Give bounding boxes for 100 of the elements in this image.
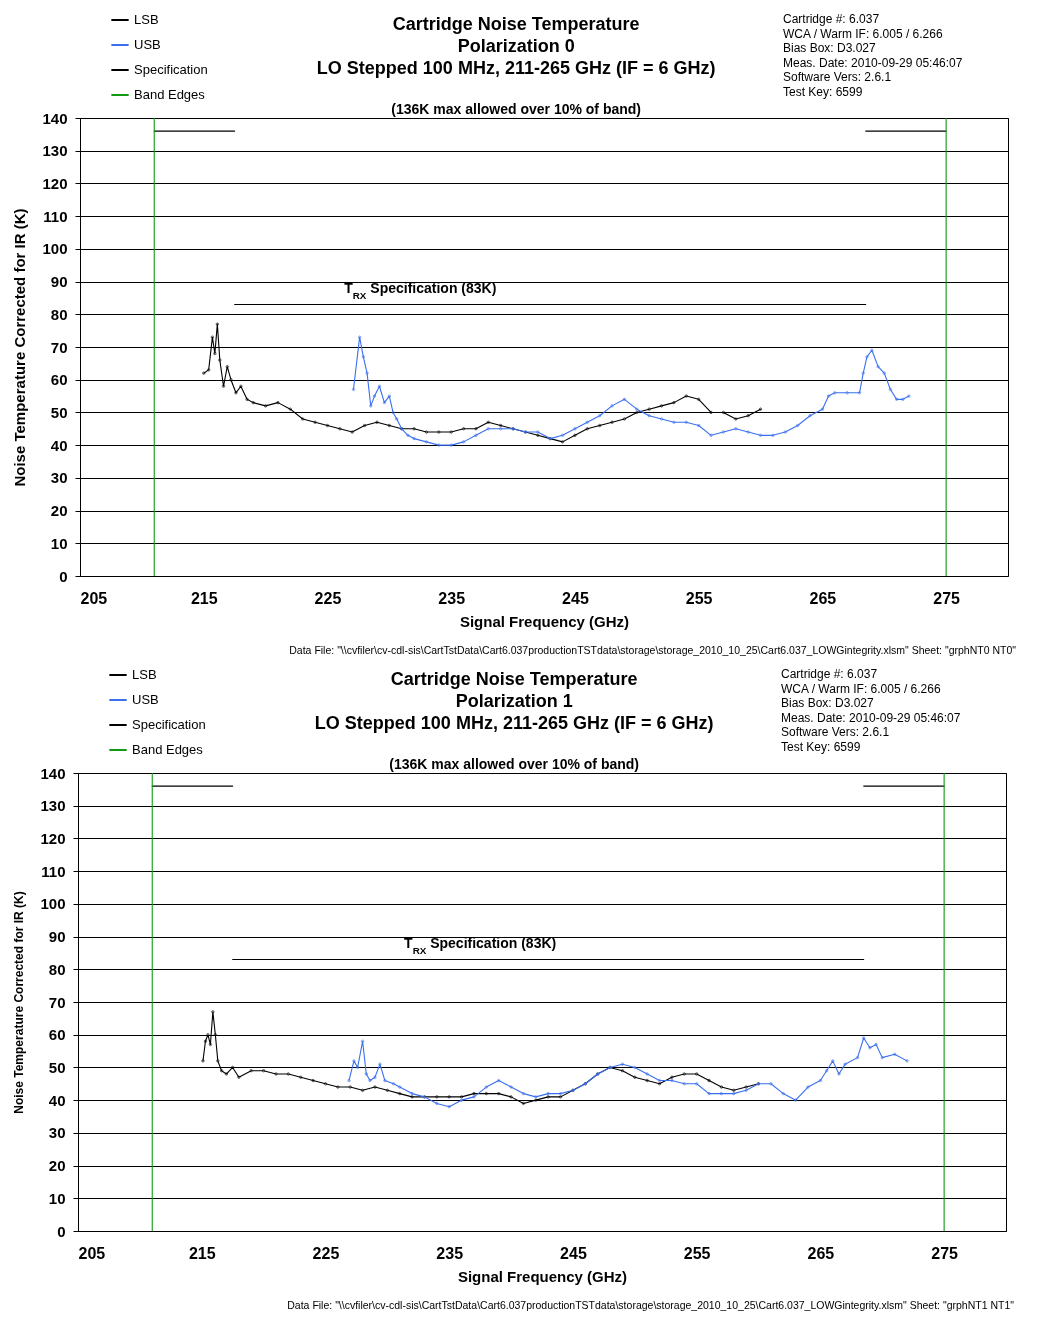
legend-label: Band Edges bbox=[134, 87, 206, 102]
point bbox=[732, 1092, 736, 1096]
y-tick-label: 20 bbox=[48, 1157, 66, 1175]
point bbox=[412, 437, 416, 441]
point bbox=[672, 420, 676, 424]
y-tick-label: 10 bbox=[48, 1189, 66, 1207]
point bbox=[301, 417, 305, 421]
y-tick-label: 130 bbox=[40, 797, 66, 815]
y-tick-label: 110 bbox=[41, 862, 66, 880]
point bbox=[210, 335, 214, 339]
point bbox=[447, 1105, 451, 1109]
point bbox=[437, 430, 441, 434]
point bbox=[398, 1085, 402, 1089]
text: Data File: "\\cvfiler\cv-cdl-sis\CartTstData\Cart6.037productionTSTdata\storage\storage_2010_10_25\Cart6.037_LOWGintegrity.xlsm" Sheet: "grphNT0 NT0" bbox=[289, 644, 1017, 656]
y-tick-label: 80 bbox=[50, 305, 68, 323]
point bbox=[234, 391, 238, 395]
y-tick-label: 30 bbox=[48, 1124, 66, 1142]
point bbox=[449, 443, 453, 447]
point bbox=[213, 352, 217, 356]
point bbox=[274, 1072, 278, 1076]
legend-label: USB bbox=[132, 692, 159, 707]
point bbox=[486, 420, 490, 424]
point bbox=[721, 430, 725, 434]
point bbox=[437, 443, 441, 447]
point bbox=[395, 417, 399, 421]
point bbox=[387, 394, 391, 398]
point bbox=[203, 1039, 207, 1043]
point bbox=[286, 1072, 290, 1076]
point bbox=[264, 404, 268, 408]
point bbox=[874, 1043, 878, 1047]
point bbox=[818, 1078, 822, 1083]
point bbox=[876, 365, 880, 369]
y-tick-label: 110 bbox=[43, 207, 68, 225]
point bbox=[474, 433, 478, 437]
text: Software Vers: 2.6.1 bbox=[781, 725, 890, 739]
point bbox=[299, 1075, 303, 1079]
point bbox=[585, 427, 589, 431]
y-axis-title: Noise Temperature Corrected for IR (K) bbox=[12, 891, 27, 1114]
point bbox=[598, 423, 602, 428]
point bbox=[622, 417, 626, 421]
point bbox=[383, 1078, 387, 1083]
legend-label: Specification bbox=[134, 62, 208, 77]
point bbox=[620, 1062, 624, 1066]
x-axis-title: Signal Frequency (GHz) bbox=[457, 1267, 628, 1285]
point bbox=[827, 394, 831, 398]
point bbox=[684, 394, 688, 398]
point bbox=[365, 371, 369, 375]
point bbox=[573, 427, 577, 431]
point bbox=[424, 440, 428, 444]
text: Meas. Date: 2010-09-29 05:46:07 bbox=[783, 55, 963, 70]
point bbox=[868, 1046, 872, 1050]
x-tick-label: 215 bbox=[188, 1244, 216, 1262]
point bbox=[387, 423, 391, 428]
text: Test Key: 6599 bbox=[783, 84, 863, 99]
point bbox=[734, 417, 738, 421]
legend-label: Specification bbox=[132, 717, 206, 732]
point bbox=[338, 427, 342, 431]
point bbox=[375, 420, 379, 424]
point bbox=[276, 401, 280, 405]
point bbox=[484, 1092, 488, 1096]
text: WCA / Warm IF: 6.005 / 6.266 bbox=[781, 681, 941, 696]
point bbox=[348, 1085, 352, 1089]
x-tick-label: 265 bbox=[807, 1244, 835, 1262]
point bbox=[783, 430, 787, 434]
point bbox=[486, 427, 490, 431]
point bbox=[721, 410, 725, 414]
x-tick-label: 265 bbox=[809, 589, 837, 607]
point bbox=[435, 1101, 439, 1105]
point bbox=[622, 397, 626, 401]
point bbox=[794, 1098, 798, 1102]
text: Bias Box: D3.027 bbox=[783, 41, 877, 55]
y-tick-label: 120 bbox=[42, 174, 68, 192]
point bbox=[658, 1078, 662, 1083]
point bbox=[610, 404, 614, 408]
point bbox=[509, 1095, 513, 1099]
text: Data File: "\\cvfiler\cv-cdl-sis\CartTstData\Cart6.037productionTSTdata\storage\storage_2010_10_25\Cart6.037_LOWGintegrity.xlsm" Sheet: "grphNT1 NT1" bbox=[287, 1299, 1015, 1311]
point bbox=[385, 1088, 389, 1092]
point bbox=[378, 1062, 382, 1066]
point bbox=[833, 391, 837, 395]
y-tick-label: 90 bbox=[50, 273, 68, 291]
legend-label: LSB bbox=[134, 12, 159, 27]
point bbox=[373, 1085, 377, 1089]
point bbox=[645, 1072, 649, 1076]
y-axis-title: Noise Temperature Corrected for IR (K) bbox=[11, 208, 29, 487]
chart-title: Cartridge Noise Temperature Polarization 1 LO Stepped 100 MHz, 211-265 GHz (IF = 6 GHz) bbox=[314, 669, 714, 733]
y-tick-label: 70 bbox=[50, 338, 68, 356]
annotation: T$_{RX}$ Specification (83K) bbox=[344, 280, 497, 301]
y-tick-label: 80 bbox=[48, 960, 66, 978]
point bbox=[684, 420, 688, 424]
y-tick-label: 0 bbox=[59, 567, 68, 585]
x-tick-label: 215 bbox=[190, 589, 218, 607]
point bbox=[447, 1095, 451, 1099]
x-tick-label: 225 bbox=[314, 589, 342, 607]
point bbox=[361, 1039, 365, 1043]
point bbox=[509, 1085, 513, 1089]
point bbox=[893, 1052, 897, 1056]
point bbox=[377, 384, 381, 388]
point bbox=[620, 1069, 624, 1073]
x-tick-label: 255 bbox=[685, 589, 713, 607]
point bbox=[719, 1085, 723, 1089]
